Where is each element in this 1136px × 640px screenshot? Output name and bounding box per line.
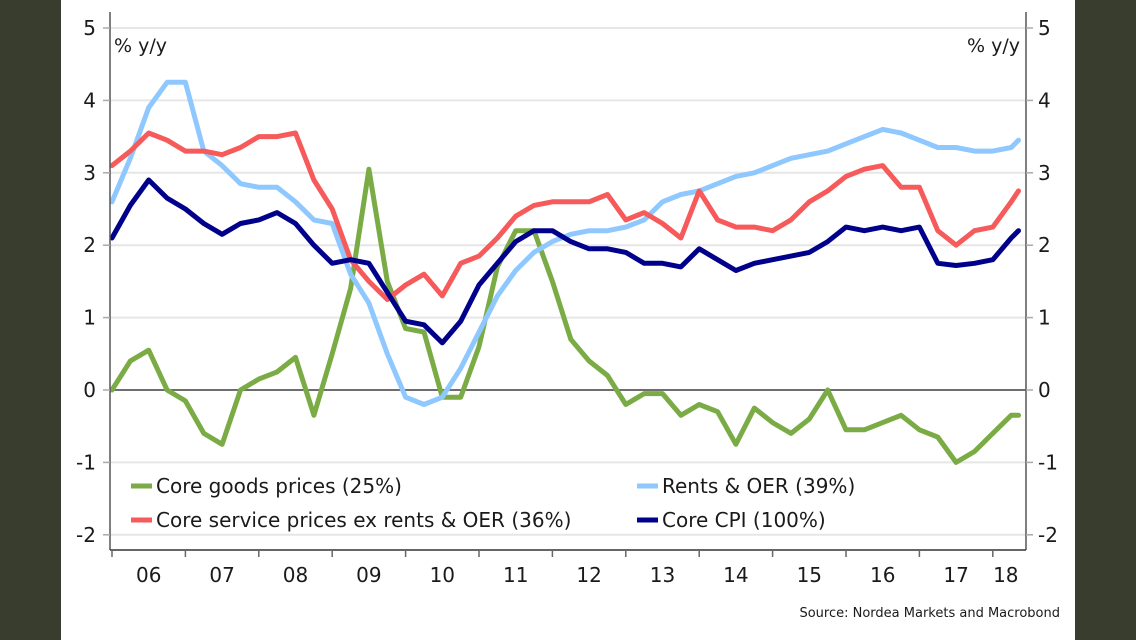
left-y-tick-label: 1 bbox=[83, 306, 96, 330]
right-y-tick-label: 2 bbox=[1038, 233, 1051, 257]
series-core-goods bbox=[109, 166, 1021, 465]
axes bbox=[109, 12, 1027, 551]
x-tick-label: 12 bbox=[576, 563, 601, 587]
x-tick-label: 06 bbox=[136, 563, 161, 587]
series-core-services bbox=[109, 130, 1021, 302]
left-y-tick-label: -1 bbox=[76, 450, 96, 474]
x-tick-label: 09 bbox=[356, 563, 381, 587]
legend-label-rents-oer: Rents & OER (39%) bbox=[662, 474, 855, 498]
x-tick-label: 16 bbox=[870, 563, 895, 587]
gridlines bbox=[110, 27, 1026, 536]
x-tick-label: 18 bbox=[993, 563, 1018, 587]
left-y-tick-label: 5 bbox=[83, 16, 96, 40]
right-y-ticks: 5 4 3 2 1 0 -1 -2 bbox=[1026, 16, 1058, 547]
right-y-tick-label: 3 bbox=[1038, 161, 1051, 185]
x-tick-label: 13 bbox=[650, 563, 675, 587]
x-tick-label: 11 bbox=[503, 563, 528, 587]
legend-label-core-goods: Core goods prices (25%) bbox=[156, 474, 402, 498]
legend-label-core-cpi: Core CPI (100%) bbox=[662, 508, 826, 532]
left-y-tick-label: -2 bbox=[76, 523, 96, 547]
left-y-ticks: 5 4 3 2 1 0 -1 -2 bbox=[76, 16, 110, 547]
x-ticks: 06 07 08 09 10 11 12 13 14 15 16 17 18 bbox=[111, 550, 1019, 587]
x-tick-label: 17 bbox=[943, 563, 968, 587]
left-unit-label: % y/y bbox=[114, 35, 167, 57]
right-y-tick-label: 5 bbox=[1038, 16, 1051, 40]
source-note: Source: Nordea Markets and Macrobond bbox=[799, 606, 1060, 621]
legend-label-core-services: Core service prices ex rents & OER (36%) bbox=[156, 508, 571, 532]
left-y-tick-label: 0 bbox=[83, 378, 96, 402]
series-lines bbox=[109, 79, 1021, 465]
x-tick-label: 08 bbox=[283, 563, 308, 587]
chart-panel bbox=[61, 0, 1075, 640]
x-tick-label: 07 bbox=[209, 563, 234, 587]
right-unit-label: % y/y bbox=[967, 35, 1020, 57]
left-y-tick-label: 2 bbox=[83, 233, 96, 257]
left-y-tick-label: 4 bbox=[83, 88, 96, 112]
series-rents-oer bbox=[109, 79, 1021, 407]
right-y-tick-label: 4 bbox=[1038, 88, 1051, 112]
legend: Core goods prices (25%) Rents & OER (39%… bbox=[131, 474, 855, 532]
right-y-tick-label: 0 bbox=[1038, 378, 1051, 402]
right-y-tick-label: 1 bbox=[1038, 306, 1051, 330]
x-tick-label: 15 bbox=[797, 563, 822, 587]
right-y-tick-label: -2 bbox=[1038, 523, 1058, 547]
right-y-tick-label: -1 bbox=[1038, 450, 1058, 474]
x-tick-label: 10 bbox=[430, 563, 455, 587]
left-y-tick-label: 3 bbox=[83, 161, 96, 185]
x-tick-label: 14 bbox=[723, 563, 748, 587]
